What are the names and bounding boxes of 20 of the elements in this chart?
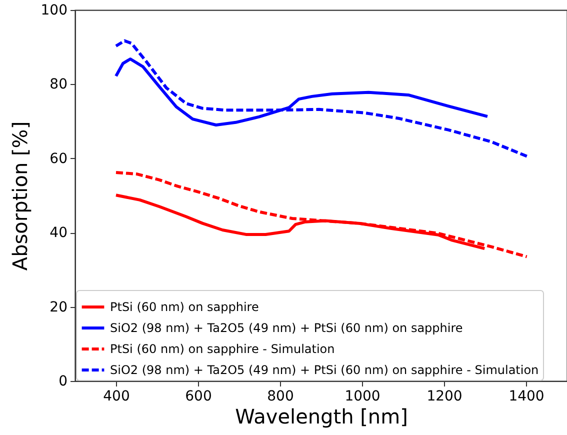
- line-series: [114, 39, 530, 158]
- legend-label: PtSi (60 nm) on sapphire - Simulation: [110, 342, 335, 356]
- x-axis-title: Wavelength [nm]: [235, 404, 408, 428]
- y-tick-label: 0: [58, 374, 68, 390]
- y-tick-label: 100: [40, 2, 68, 18]
- x-tick-label: 1000: [344, 388, 380, 404]
- y-axis-title: Absorption [%]: [8, 121, 32, 271]
- legend-label: SiO2 (98 nm) + Ta2O5 (49 nm) + PtSi (60 nm) on sapphire: [110, 321, 463, 335]
- x-tick-label: 1200: [426, 388, 462, 404]
- x-tick-label: 400: [103, 388, 130, 404]
- y-tick-label: 60: [50, 150, 68, 167]
- legend-label: PtSi (60 nm) on sapphire: [110, 300, 259, 314]
- y-tick-label: 40: [50, 225, 68, 242]
- x-tick-label: 1400: [508, 388, 544, 404]
- x-tick-label: 600: [185, 388, 212, 404]
- y-tick-label: 20: [50, 299, 68, 316]
- legend-label: SiO2 (98 nm) + Ta2O5 (49 nm) + PtSi (60 nm) on sapphire - Simulation: [110, 363, 539, 377]
- x-tick-label: 800: [267, 388, 294, 404]
- line-series: [114, 171, 528, 258]
- y-tick-label: 80: [50, 76, 68, 93]
